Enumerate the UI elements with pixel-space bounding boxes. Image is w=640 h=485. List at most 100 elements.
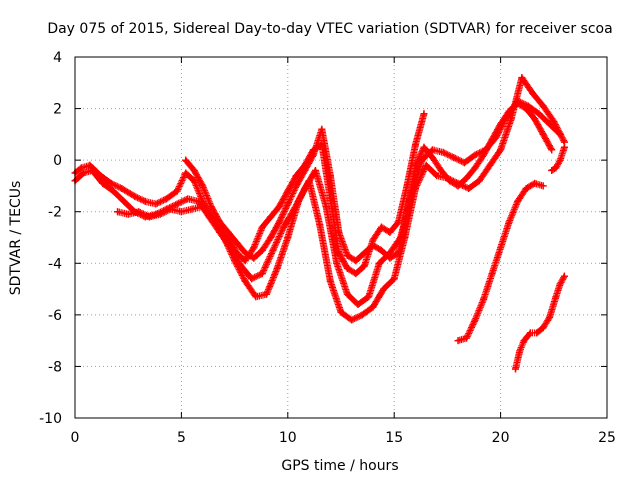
data-point — [250, 244, 258, 252]
data-point — [390, 275, 398, 283]
data-point — [437, 166, 445, 174]
y-tick-label: -2 — [48, 205, 62, 221]
data-point — [99, 179, 107, 187]
data-point — [352, 257, 360, 265]
data-point — [358, 311, 366, 319]
data-point — [333, 259, 341, 267]
data-point — [386, 228, 394, 236]
y-tick-label: 4 — [53, 50, 62, 66]
data-point — [343, 264, 351, 272]
data-point — [550, 117, 558, 125]
data-point — [301, 166, 309, 174]
data-point — [188, 205, 196, 213]
data-point — [294, 197, 302, 205]
data-point — [369, 241, 377, 249]
data-point — [475, 177, 483, 185]
data-point — [177, 208, 185, 216]
x-tick-label: 5 — [177, 430, 186, 446]
data-point — [326, 277, 334, 285]
data-point — [514, 197, 522, 205]
x-tick-label: 15 — [385, 430, 403, 446]
x-tick-label: 20 — [492, 430, 510, 446]
data-point — [311, 166, 319, 174]
data-point — [471, 164, 479, 172]
data-point — [292, 182, 300, 190]
data-point — [145, 213, 153, 221]
data-point — [241, 277, 249, 285]
y-tick-label: -8 — [48, 359, 62, 375]
data-point — [429, 154, 437, 162]
data-point — [322, 203, 330, 211]
data-point — [552, 164, 560, 172]
data-point — [305, 177, 313, 185]
y-axis-title: SDTVAR / TECUs — [8, 181, 24, 296]
axis-ticks: 0 5 10 15 20 25 -10 -8 -6 -4 -2 0 2 4 — [39, 50, 616, 446]
series-track-4 — [182, 99, 556, 265]
data-point — [520, 337, 528, 345]
data-point — [360, 249, 368, 257]
data-point — [207, 203, 215, 211]
data-point — [535, 110, 543, 118]
data-point — [548, 166, 556, 174]
data-point — [411, 141, 419, 149]
data-point — [173, 187, 181, 195]
data-points — [71, 74, 568, 373]
y-tick-label: -6 — [48, 308, 62, 324]
data-point — [411, 185, 419, 193]
data-point — [454, 337, 462, 345]
data-point — [360, 262, 368, 270]
data-point — [411, 161, 419, 169]
data-point — [439, 148, 447, 156]
series-track-7 — [548, 143, 568, 174]
data-point — [182, 156, 190, 164]
data-point — [480, 295, 488, 303]
y-tick-label: 2 — [53, 102, 62, 118]
data-point — [335, 228, 343, 236]
data-point — [539, 130, 547, 138]
data-point — [233, 239, 241, 247]
data-point — [250, 254, 258, 262]
data-point — [354, 301, 362, 309]
data-point — [184, 195, 192, 203]
data-point — [497, 146, 505, 154]
data-point — [141, 197, 149, 205]
data-point — [380, 285, 388, 293]
data-point — [258, 223, 266, 231]
data-point — [420, 143, 428, 151]
data-point — [343, 290, 351, 298]
data-point — [118, 185, 126, 193]
data-point — [318, 125, 326, 133]
data-point — [533, 329, 541, 337]
data-point — [220, 234, 228, 241]
plot-frame — [74, 56, 608, 419]
data-point — [267, 213, 275, 221]
data-point — [560, 272, 568, 280]
data-point — [522, 185, 530, 193]
data-point — [284, 187, 292, 195]
data-point — [241, 257, 249, 265]
y-tick-label: -10 — [39, 411, 62, 427]
data-point — [120, 197, 128, 205]
data-point — [403, 208, 411, 216]
data-point — [446, 177, 454, 185]
data-point — [88, 166, 96, 174]
data-point — [326, 172, 334, 180]
plot-border — [74, 56, 608, 419]
data-point — [497, 244, 505, 252]
data-point — [248, 275, 256, 283]
data-point — [552, 293, 560, 301]
data-point — [394, 249, 402, 257]
data-point — [352, 270, 360, 278]
data-point — [463, 174, 471, 182]
data-point — [420, 110, 428, 118]
data-point — [556, 156, 564, 164]
data-point — [114, 208, 122, 216]
data-point — [511, 365, 519, 373]
data-point — [429, 146, 437, 154]
data-point — [522, 105, 530, 113]
data-point — [216, 218, 224, 226]
data-point — [486, 161, 494, 169]
data-point — [258, 270, 266, 278]
data-point — [514, 99, 522, 107]
data-point — [316, 221, 324, 229]
